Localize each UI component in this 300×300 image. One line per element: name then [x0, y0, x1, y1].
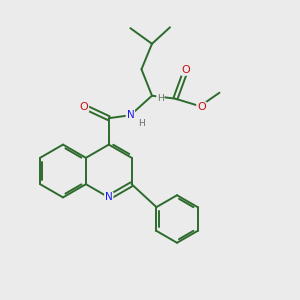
Text: H: H	[138, 119, 145, 128]
Text: N: N	[127, 110, 134, 120]
Text: H: H	[157, 94, 164, 103]
Text: N: N	[105, 192, 113, 203]
Text: O: O	[197, 102, 206, 112]
Text: O: O	[80, 101, 88, 112]
Text: O: O	[182, 65, 190, 75]
